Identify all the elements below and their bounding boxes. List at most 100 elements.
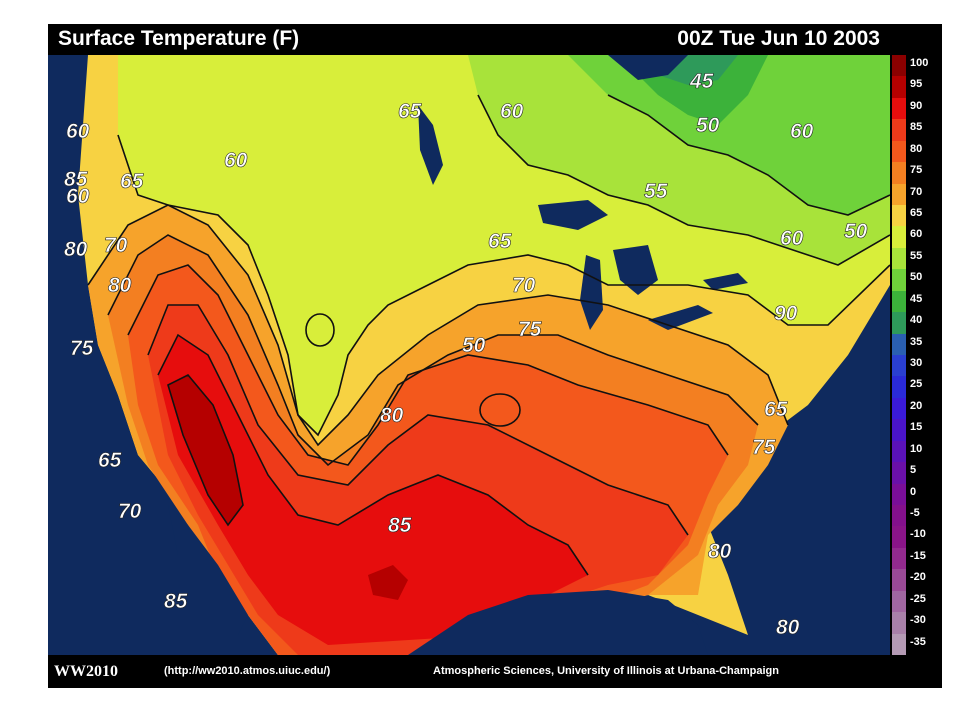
contour-label: 75 — [518, 318, 542, 341]
legend-swatch — [892, 505, 906, 527]
legend-row: -15 — [890, 547, 940, 570]
contour-line-70 — [107, 234, 759, 467]
band-95-texas — [368, 565, 408, 600]
legend-label: 0 — [910, 485, 917, 498]
legend-swatch — [892, 612, 906, 634]
legend-row: 85 — [890, 119, 940, 141]
contour-label: 80 — [708, 540, 732, 563]
contour-label: 80 — [108, 274, 132, 297]
legend-label: -5 — [910, 507, 920, 519]
contour-label: 75 — [752, 436, 776, 459]
contour-label: 45 — [689, 70, 714, 93]
legend-row: 0 — [890, 483, 940, 505]
legend-row: 10 — [890, 440, 940, 463]
legend-row: -30 — [890, 612, 940, 634]
legend-label: 85 — [910, 121, 923, 134]
legend-label: 90 — [910, 99, 923, 112]
legend-label: 95 — [910, 78, 923, 91]
legend-label: -35 — [910, 635, 926, 648]
map-timestamp: 00Z Tue Jun 10 2003 — [677, 27, 880, 50]
contour-label: 80 — [380, 404, 404, 427]
legend-row: 100 — [890, 55, 940, 77]
contour-line-55 — [477, 94, 890, 266]
contour-label: 85 — [388, 514, 412, 537]
legend-row: 40 — [890, 312, 940, 334]
legend-swatch — [892, 226, 906, 248]
contour-label: 90 — [774, 302, 798, 325]
legend-swatch — [892, 462, 906, 484]
legend-swatch — [892, 140, 906, 163]
temperature-legend: 100 95 90 85 80 75 70 65 60 55 50 45 40 35 30 25 20 15 10 5… — [890, 55, 940, 655]
legend-label: 15 — [910, 421, 923, 434]
legend-swatch — [892, 290, 906, 313]
contour-label: 60 — [66, 185, 90, 208]
band-95 — [168, 375, 243, 525]
contour-label: 85 — [164, 590, 188, 613]
legend-swatch — [892, 355, 906, 377]
footer-credit: Atmospheric Sciences, University of Illi… — [433, 665, 779, 677]
legend-swatch — [892, 419, 906, 441]
contour-label: 80 — [776, 616, 800, 639]
temperature-map: 60 60 65 60 70 80 75 65 70 85 60 65 60 4… — [48, 55, 890, 655]
contour-labels: 60 60 65 60 70 80 75 65 70 85 60 65 60 4… — [64, 70, 868, 640]
contour-label: 50 — [462, 334, 486, 357]
legend-row: -10 — [890, 526, 940, 548]
contour-label: 75 — [70, 337, 94, 360]
legend-swatch — [892, 333, 906, 355]
legend-swatch — [892, 440, 906, 463]
legend-swatch — [892, 397, 906, 420]
legend-label: 50 — [910, 271, 923, 284]
contour-label: 70 — [512, 274, 536, 297]
band-50 — [568, 55, 890, 215]
contour-label: 70 — [104, 234, 128, 257]
contour-label: 85 — [64, 168, 88, 191]
legend-label: 45 — [910, 292, 923, 305]
hudson-bay — [608, 55, 688, 80]
gulf-of-california — [168, 505, 248, 635]
legend-label: 40 — [910, 314, 923, 327]
contour-label: 60 — [790, 120, 814, 143]
contour-line-60 — [117, 134, 890, 437]
contour-line-80 — [147, 304, 689, 536]
contour-label: 60 — [224, 149, 248, 172]
lake-ontario — [703, 273, 748, 290]
contour-label: 70 — [118, 500, 142, 523]
legend-swatch — [892, 76, 906, 98]
legend-label: 65 — [910, 207, 923, 219]
map-title: Surface Temperature (F) — [58, 27, 300, 50]
legend-swatch — [892, 119, 906, 141]
legend-swatch — [892, 247, 906, 270]
legend-swatch — [892, 162, 906, 184]
contour-line-75 — [127, 264, 729, 466]
legend-swatch — [892, 483, 906, 505]
legend-label: -30 — [910, 614, 926, 627]
lake-winnipeg — [418, 105, 443, 185]
legend-label: 30 — [910, 357, 923, 369]
legend-label: 10 — [910, 442, 923, 455]
legend-label: 25 — [910, 378, 923, 391]
legend-row: 30 — [890, 355, 940, 377]
legend-row: 25 — [890, 376, 940, 398]
lake-huron — [613, 245, 658, 295]
contour-label: 65 — [398, 100, 422, 123]
map-footer: WW2010 (http://ww2010.atmos.uiuc.edu/) A… — [48, 657, 942, 688]
contour-label: 80 — [64, 238, 88, 261]
contour-label: 50 — [844, 220, 868, 243]
legend-row: 80 — [890, 140, 940, 163]
legend-label: -25 — [910, 592, 926, 605]
contour-label: 65 — [98, 449, 122, 472]
legend-swatch — [892, 205, 906, 227]
legend-row: 70 — [890, 183, 940, 205]
legend-label: 70 — [910, 185, 923, 198]
legend-label: 75 — [910, 164, 923, 177]
legend-row: -25 — [890, 590, 940, 613]
legend-row: 35 — [890, 333, 940, 355]
band-90 — [158, 335, 588, 645]
legend-row: 90 — [890, 97, 940, 120]
legend-row: 60 — [890, 226, 940, 248]
gulf-of-mexico — [408, 590, 708, 655]
legend-row: 5 — [890, 462, 940, 484]
contour-line-95 — [167, 374, 244, 527]
contour-label: 65 — [764, 398, 788, 421]
legend-label: 60 — [910, 228, 923, 241]
